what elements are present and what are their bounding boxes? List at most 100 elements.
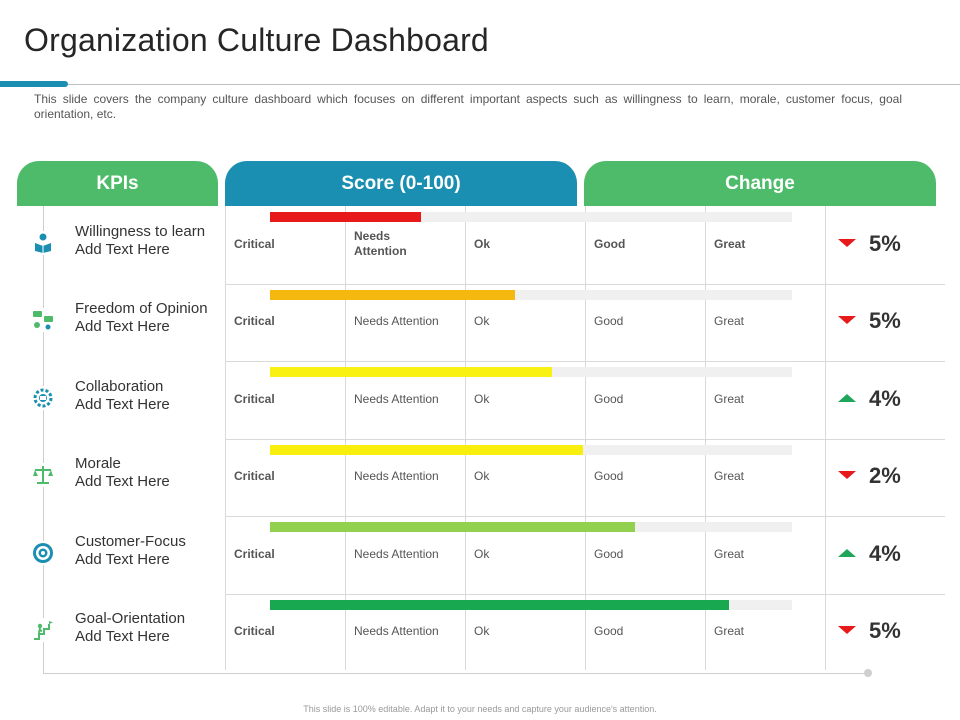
page-title: Organization Culture Dashboard	[24, 22, 489, 58]
arrow-down-icon	[838, 471, 856, 479]
title-divider	[0, 84, 960, 85]
score-level-ok: Ok	[474, 392, 490, 406]
score-bar-track	[270, 212, 792, 222]
score-bar-track	[270, 600, 792, 610]
score-level-ok: Ok	[474, 624, 490, 638]
score-level-ok: Ok	[474, 547, 490, 561]
kpi-subtext: Add Text Here	[75, 628, 170, 645]
axis-end-dot	[864, 669, 872, 677]
score-bar-fill	[270, 290, 516, 300]
kpi-name: Morale	[75, 455, 121, 472]
kpi-name: Willingness to learn	[75, 223, 206, 240]
kpi-subtext: Add Text Here	[75, 241, 170, 258]
balance-scale-icon	[31, 463, 55, 487]
kpi-subtext: Add Text Here	[75, 473, 170, 490]
slide-description: This slide covers the company culture da…	[34, 92, 902, 121]
score-level-needs-attention: Needs Attention	[354, 392, 439, 406]
score-level-good: Good	[594, 624, 624, 638]
grid-column-line	[705, 206, 706, 670]
grid-row-line	[225, 516, 945, 517]
collaboration-gear-icon	[31, 386, 55, 410]
score-level-good: Good	[594, 314, 624, 328]
score-level-ok: Ok	[474, 469, 490, 483]
score-level-good: Good	[594, 392, 624, 406]
score-bar-track	[270, 290, 792, 300]
kpi-label: Willingness to learn Add Text Here	[75, 223, 205, 259]
grid-column-line	[825, 206, 826, 670]
score-bar-fill	[270, 445, 584, 455]
score-bar-fill	[270, 522, 636, 532]
score-bar-fill	[270, 212, 422, 222]
score-level-critical: Critical	[234, 469, 275, 483]
grid-column-line	[465, 206, 466, 670]
opinion-chat-icon	[31, 308, 55, 332]
kpi-name: Customer-Focus	[75, 533, 186, 550]
change-header: Change	[584, 161, 936, 206]
score-level-great: Great	[714, 624, 745, 638]
score-level-ok: Ok	[474, 237, 491, 251]
score-level-great: Great	[714, 314, 745, 328]
kpi-label: Goal-Orientation Add Text Here	[75, 610, 185, 646]
score-level-needs-attention: Needs Attention	[354, 469, 439, 483]
kpi-name: Freedom of Opinion	[75, 300, 208, 317]
kpis-header: KPIs	[17, 161, 218, 206]
kpi-subtext: Add Text Here	[75, 396, 170, 413]
score-level-good: Good	[594, 237, 626, 251]
change-value: 5%	[869, 231, 901, 256]
score-bar-track	[270, 522, 792, 532]
grid-column-line	[225, 206, 226, 670]
kpi-timeline-axis	[43, 206, 44, 674]
arrow-up-icon	[838, 549, 856, 557]
score-level-needs-attention: Needs Attention	[354, 229, 407, 258]
score-level-critical: Critical	[234, 237, 275, 251]
title-accent-bar	[0, 81, 68, 87]
grid-column-line	[345, 206, 346, 670]
kpi-label: Customer-Focus Add Text Here	[75, 533, 186, 569]
score-level-critical: Critical	[234, 624, 275, 638]
grid-row-line	[225, 361, 945, 362]
score-level-good: Good	[594, 547, 624, 561]
score-level-needs-attention: Needs Attention	[354, 547, 439, 561]
kpi-name: Goal-Orientation	[75, 610, 186, 627]
arrow-down-icon	[838, 316, 856, 324]
score-level-good: Good	[594, 469, 624, 483]
grid-column-line	[585, 206, 586, 670]
score-level-critical: Critical	[234, 392, 275, 406]
score-level-great: Great	[714, 547, 745, 561]
kpi-label: Morale Add Text Here	[75, 455, 170, 491]
score-bar-fill	[270, 600, 730, 610]
change-value: 4%	[869, 541, 901, 566]
arrow-down-icon	[838, 239, 856, 247]
score-level-needs-attention: Needs Attention	[354, 314, 439, 328]
score-level-great: Great	[714, 392, 745, 406]
score-level-needs-attention: Needs Attention	[354, 624, 439, 638]
kpi-name: Collaboration	[75, 378, 164, 395]
kpi-label: Freedom of Opinion Add Text Here	[75, 300, 208, 336]
score-level-critical: Critical	[234, 547, 275, 561]
score-level-ok: Ok	[474, 314, 490, 328]
score-level-critical: Critical	[234, 314, 275, 328]
footer-note: This slide is 100% editable. Adapt it to…	[303, 704, 657, 714]
reading-person-icon	[31, 231, 55, 255]
target-focus-icon	[31, 541, 55, 565]
arrow-down-icon	[838, 626, 856, 634]
score-level-great: Great	[714, 469, 745, 483]
score-bar-track	[270, 445, 792, 455]
kpi-subtext: Add Text Here	[75, 318, 170, 335]
kpi-label: Collaboration Add Text Here	[75, 378, 170, 414]
grid-row-line	[225, 284, 945, 285]
score-level-great: Great	[714, 237, 746, 251]
score-header: Score (0-100)	[225, 161, 577, 206]
grid-row-line	[225, 439, 945, 440]
score-bar-track	[270, 367, 792, 377]
grid-row-line	[225, 594, 945, 595]
change-value: 2%	[869, 463, 901, 488]
arrow-up-icon	[838, 394, 856, 402]
change-value: 5%	[869, 618, 901, 643]
kpi-subtext: Add Text Here	[75, 551, 170, 568]
change-value: 4%	[869, 386, 901, 411]
change-value: 5%	[869, 308, 901, 333]
goal-climb-icon	[31, 618, 55, 642]
score-bar-fill	[270, 367, 552, 377]
bottom-axis-line	[43, 673, 868, 674]
